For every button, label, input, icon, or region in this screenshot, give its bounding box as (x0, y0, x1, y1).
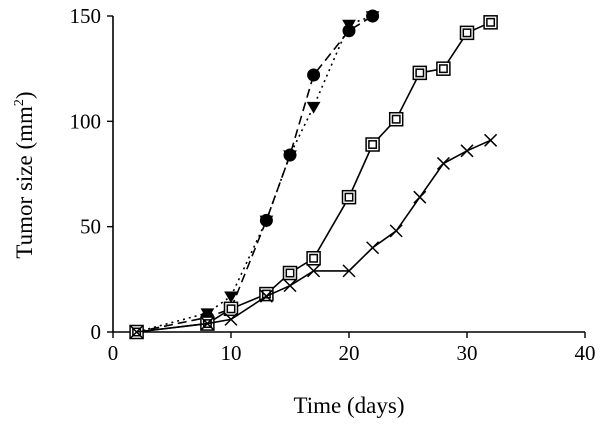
point-filled-triangle-down-5 (306, 101, 321, 114)
point-open-square-4 (282, 265, 298, 281)
series-open-square (129, 15, 498, 340)
point-open-square-7 (365, 137, 380, 152)
point-filled-triangle-down-4 (283, 150, 297, 163)
axes (112, 16, 585, 333)
point-filled-triangle-down-2 (224, 291, 238, 304)
point-filled-circle-5 (307, 68, 321, 82)
point-cross-0 (130, 325, 144, 339)
point-filled-triangle-down-3 (259, 215, 274, 228)
x-tick-label-20: 20 (339, 341, 360, 365)
point-filled-triangle-down-6 (342, 19, 356, 32)
x-tick-label-10: 10 (221, 341, 242, 365)
y-tick-label-0: 0 (91, 320, 102, 344)
point-cross-3 (259, 289, 273, 303)
y-tick-label-100: 100 (70, 109, 102, 133)
point-open-square-11 (459, 25, 475, 41)
point-open-square-9 (412, 65, 428, 81)
y-axis-title-close: ) (12, 91, 37, 99)
point-cross-6 (342, 264, 356, 278)
point-cross-8 (389, 224, 403, 238)
point-open-square-12 (483, 15, 498, 30)
y-tick-label-50: 50 (80, 215, 101, 239)
point-filled-triangle-down-7 (365, 11, 380, 23)
point-cross-10 (436, 156, 450, 170)
x-axis-title: Time (days) (294, 393, 405, 418)
ticks: 0 10 20 30 40 0 50 100 150 (70, 4, 596, 365)
point-open-square-10 (436, 61, 451, 76)
point-cross-4 (283, 279, 297, 293)
point-cross-5 (307, 264, 321, 278)
y-axis-title: Tumor size (mm2) (12, 91, 37, 258)
point-open-square-2 (223, 301, 239, 317)
point-cross-12 (484, 133, 498, 147)
point-cross-2 (224, 312, 238, 326)
y-axis-title-superscript: 2 (12, 99, 27, 106)
point-filled-triangle-down-1 (200, 308, 215, 321)
y-tick-label-150: 150 (70, 4, 102, 28)
series-layer (129, 9, 498, 340)
point-cross-9 (413, 190, 427, 204)
series-filled-circle (130, 9, 380, 339)
x-tick-label-0: 0 (108, 341, 119, 365)
point-cross-11 (460, 144, 474, 158)
series-line-filled-triangle-down (136, 15, 373, 333)
x-tick-label-30: 30 (457, 341, 478, 365)
point-open-square-5 (306, 251, 321, 266)
point-open-square-8 (388, 111, 404, 127)
y-axis-title-text: Tumor size (mm (12, 106, 37, 259)
x-tick-label-40: 40 (575, 341, 596, 365)
series-line-filled-circle (136, 15, 374, 333)
point-cross-1 (200, 317, 214, 331)
series-cross (130, 133, 498, 339)
point-open-square-6 (341, 189, 357, 205)
point-cross-7 (366, 241, 380, 255)
series-filled-triangle-down (129, 11, 380, 339)
